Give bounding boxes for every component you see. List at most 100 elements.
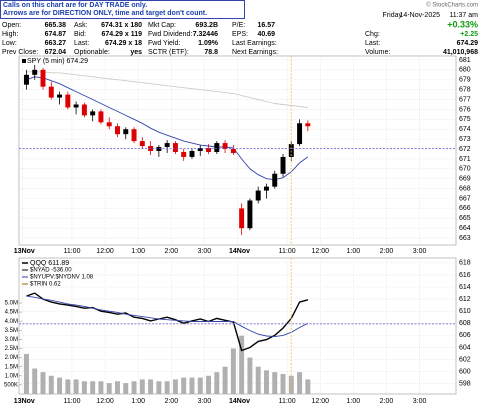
y-tick-label: 612 bbox=[459, 296, 471, 303]
volume-bar bbox=[189, 377, 195, 394]
field-value: 1.09% bbox=[198, 40, 219, 47]
volume-bar bbox=[139, 379, 145, 394]
header-table: Open: 665.38 Ask: 674.31 x 180 Mkt Cap: 693.2… bbox=[2, 22, 478, 56]
candle-body bbox=[280, 156, 286, 174]
volume-bar bbox=[73, 379, 79, 394]
field-value: 674.29 x 119 bbox=[102, 31, 143, 38]
candle-body bbox=[263, 186, 269, 191]
x-tick-label: 12:00 bbox=[96, 248, 114, 255]
x-tick-label: 11:00 bbox=[279, 248, 296, 255]
candle-body bbox=[305, 123, 311, 127]
field-value: 672.04 bbox=[45, 49, 67, 56]
x-tick-label: 1:00 bbox=[347, 248, 361, 255]
candle-body bbox=[90, 111, 96, 116]
volume-bar bbox=[197, 377, 203, 394]
x-tick-label: 1:00 bbox=[131, 398, 145, 405]
volume-bar bbox=[255, 366, 261, 394]
field-value: 665.38 bbox=[45, 22, 67, 29]
x-tick-label: 13Nov bbox=[14, 398, 35, 405]
y-tick-label: 679 bbox=[459, 77, 471, 84]
y-tick-label: 598 bbox=[459, 381, 471, 388]
y-tick-label: 618 bbox=[459, 260, 471, 267]
note-line: Arrows are for DIRECTION ONLY, time and … bbox=[3, 10, 207, 17]
y-tick-label: 667 bbox=[459, 195, 471, 202]
volume-bar bbox=[23, 353, 29, 394]
volume-bar bbox=[48, 375, 54, 394]
candle-body bbox=[230, 149, 236, 153]
y-tick-label: 610 bbox=[459, 308, 471, 315]
x-tick-label: 1:00 bbox=[347, 398, 361, 405]
x-tick-label: 11:00 bbox=[279, 398, 296, 405]
volume-bar bbox=[263, 370, 269, 394]
y-tick-label: 678 bbox=[459, 86, 471, 93]
brand: © StockCharts.com bbox=[426, 2, 478, 9]
stat-label: Chg: bbox=[365, 31, 380, 38]
volume-tick-label: 4.0M bbox=[5, 319, 18, 325]
y-tick-label: 669 bbox=[459, 176, 471, 183]
volume-bar bbox=[90, 381, 96, 394]
volume-bar bbox=[115, 381, 120, 394]
x-tick-label: 12:00 bbox=[96, 398, 114, 405]
field-value: 663.27 bbox=[45, 40, 67, 47]
field-label: Bid: bbox=[74, 31, 86, 38]
candle-body bbox=[131, 129, 137, 142]
volume-tick-label: 1.5M bbox=[5, 364, 18, 370]
candle-body bbox=[214, 143, 220, 152]
stat-value: 674.29 bbox=[457, 40, 479, 47]
y-tick-label: 608 bbox=[459, 320, 471, 327]
chart-title: SPY (5 min) 674.29 bbox=[27, 58, 88, 65]
volume-bar bbox=[57, 377, 63, 394]
candle-body bbox=[65, 94, 71, 108]
field-label: Last: bbox=[74, 40, 89, 47]
y-tick-label: 674 bbox=[459, 126, 471, 133]
candle-body bbox=[272, 173, 278, 187]
volume-bar bbox=[230, 348, 236, 394]
candle-body bbox=[106, 122, 112, 127]
line-series bbox=[26, 295, 309, 338]
field-label: Mkt Cap: bbox=[148, 22, 176, 29]
candle-body bbox=[57, 94, 63, 98]
y-tick-label: 673 bbox=[459, 136, 471, 143]
field-value: 78.8 bbox=[204, 49, 218, 56]
candle-body bbox=[139, 141, 145, 147]
candle-body bbox=[123, 129, 129, 135]
candle-body bbox=[23, 74, 29, 85]
candle-body bbox=[255, 190, 261, 201]
line-series bbox=[26, 71, 308, 108]
x-tick-label: 3:00 bbox=[413, 398, 427, 405]
x-tick-label: 1:00 bbox=[131, 248, 145, 255]
volume-tick-label: 3.0M bbox=[5, 337, 18, 343]
field-value: 16.57 bbox=[257, 22, 275, 29]
field-label: Prev Close: bbox=[2, 49, 38, 56]
candle-body bbox=[81, 104, 87, 116]
y-tick-label: 671 bbox=[459, 156, 471, 163]
x-tick-label: 3:00 bbox=[198, 248, 212, 255]
volume-bar bbox=[239, 335, 245, 394]
legend-swatch bbox=[22, 59, 26, 63]
volume-bar bbox=[131, 381, 137, 394]
field-label: Fwd Dividend: bbox=[148, 31, 192, 38]
legend-label: QQQ 611.89 bbox=[30, 260, 69, 267]
field-value: 674.87 bbox=[45, 31, 67, 38]
line-series bbox=[26, 76, 309, 181]
candle-body bbox=[48, 86, 54, 98]
volume-bar bbox=[297, 372, 303, 394]
weekday: Friday bbox=[383, 12, 403, 19]
x-tick-label: 12:00 bbox=[311, 248, 329, 255]
volume-bar bbox=[156, 381, 162, 394]
y-tick-label: 675 bbox=[459, 116, 471, 123]
candle-body bbox=[222, 143, 228, 150]
volume-bar bbox=[106, 383, 112, 394]
volume-bar bbox=[272, 372, 278, 394]
y-tick-label: 600 bbox=[459, 368, 471, 375]
candle-body bbox=[181, 151, 187, 157]
candle-body bbox=[297, 123, 303, 145]
y-tick-label: 665 bbox=[459, 215, 471, 222]
candle-body bbox=[172, 143, 178, 152]
legend-label: $TRIN 0.62 bbox=[30, 282, 61, 288]
x-tick-label: 11:00 bbox=[63, 398, 80, 405]
x-tick-label: 2:00 bbox=[380, 248, 394, 255]
stat-label: Volume: bbox=[365, 49, 390, 56]
field-label: SCTR (ETF): bbox=[148, 49, 189, 56]
note-line: Calls on this chart are for DAY TRADE on… bbox=[3, 2, 147, 9]
